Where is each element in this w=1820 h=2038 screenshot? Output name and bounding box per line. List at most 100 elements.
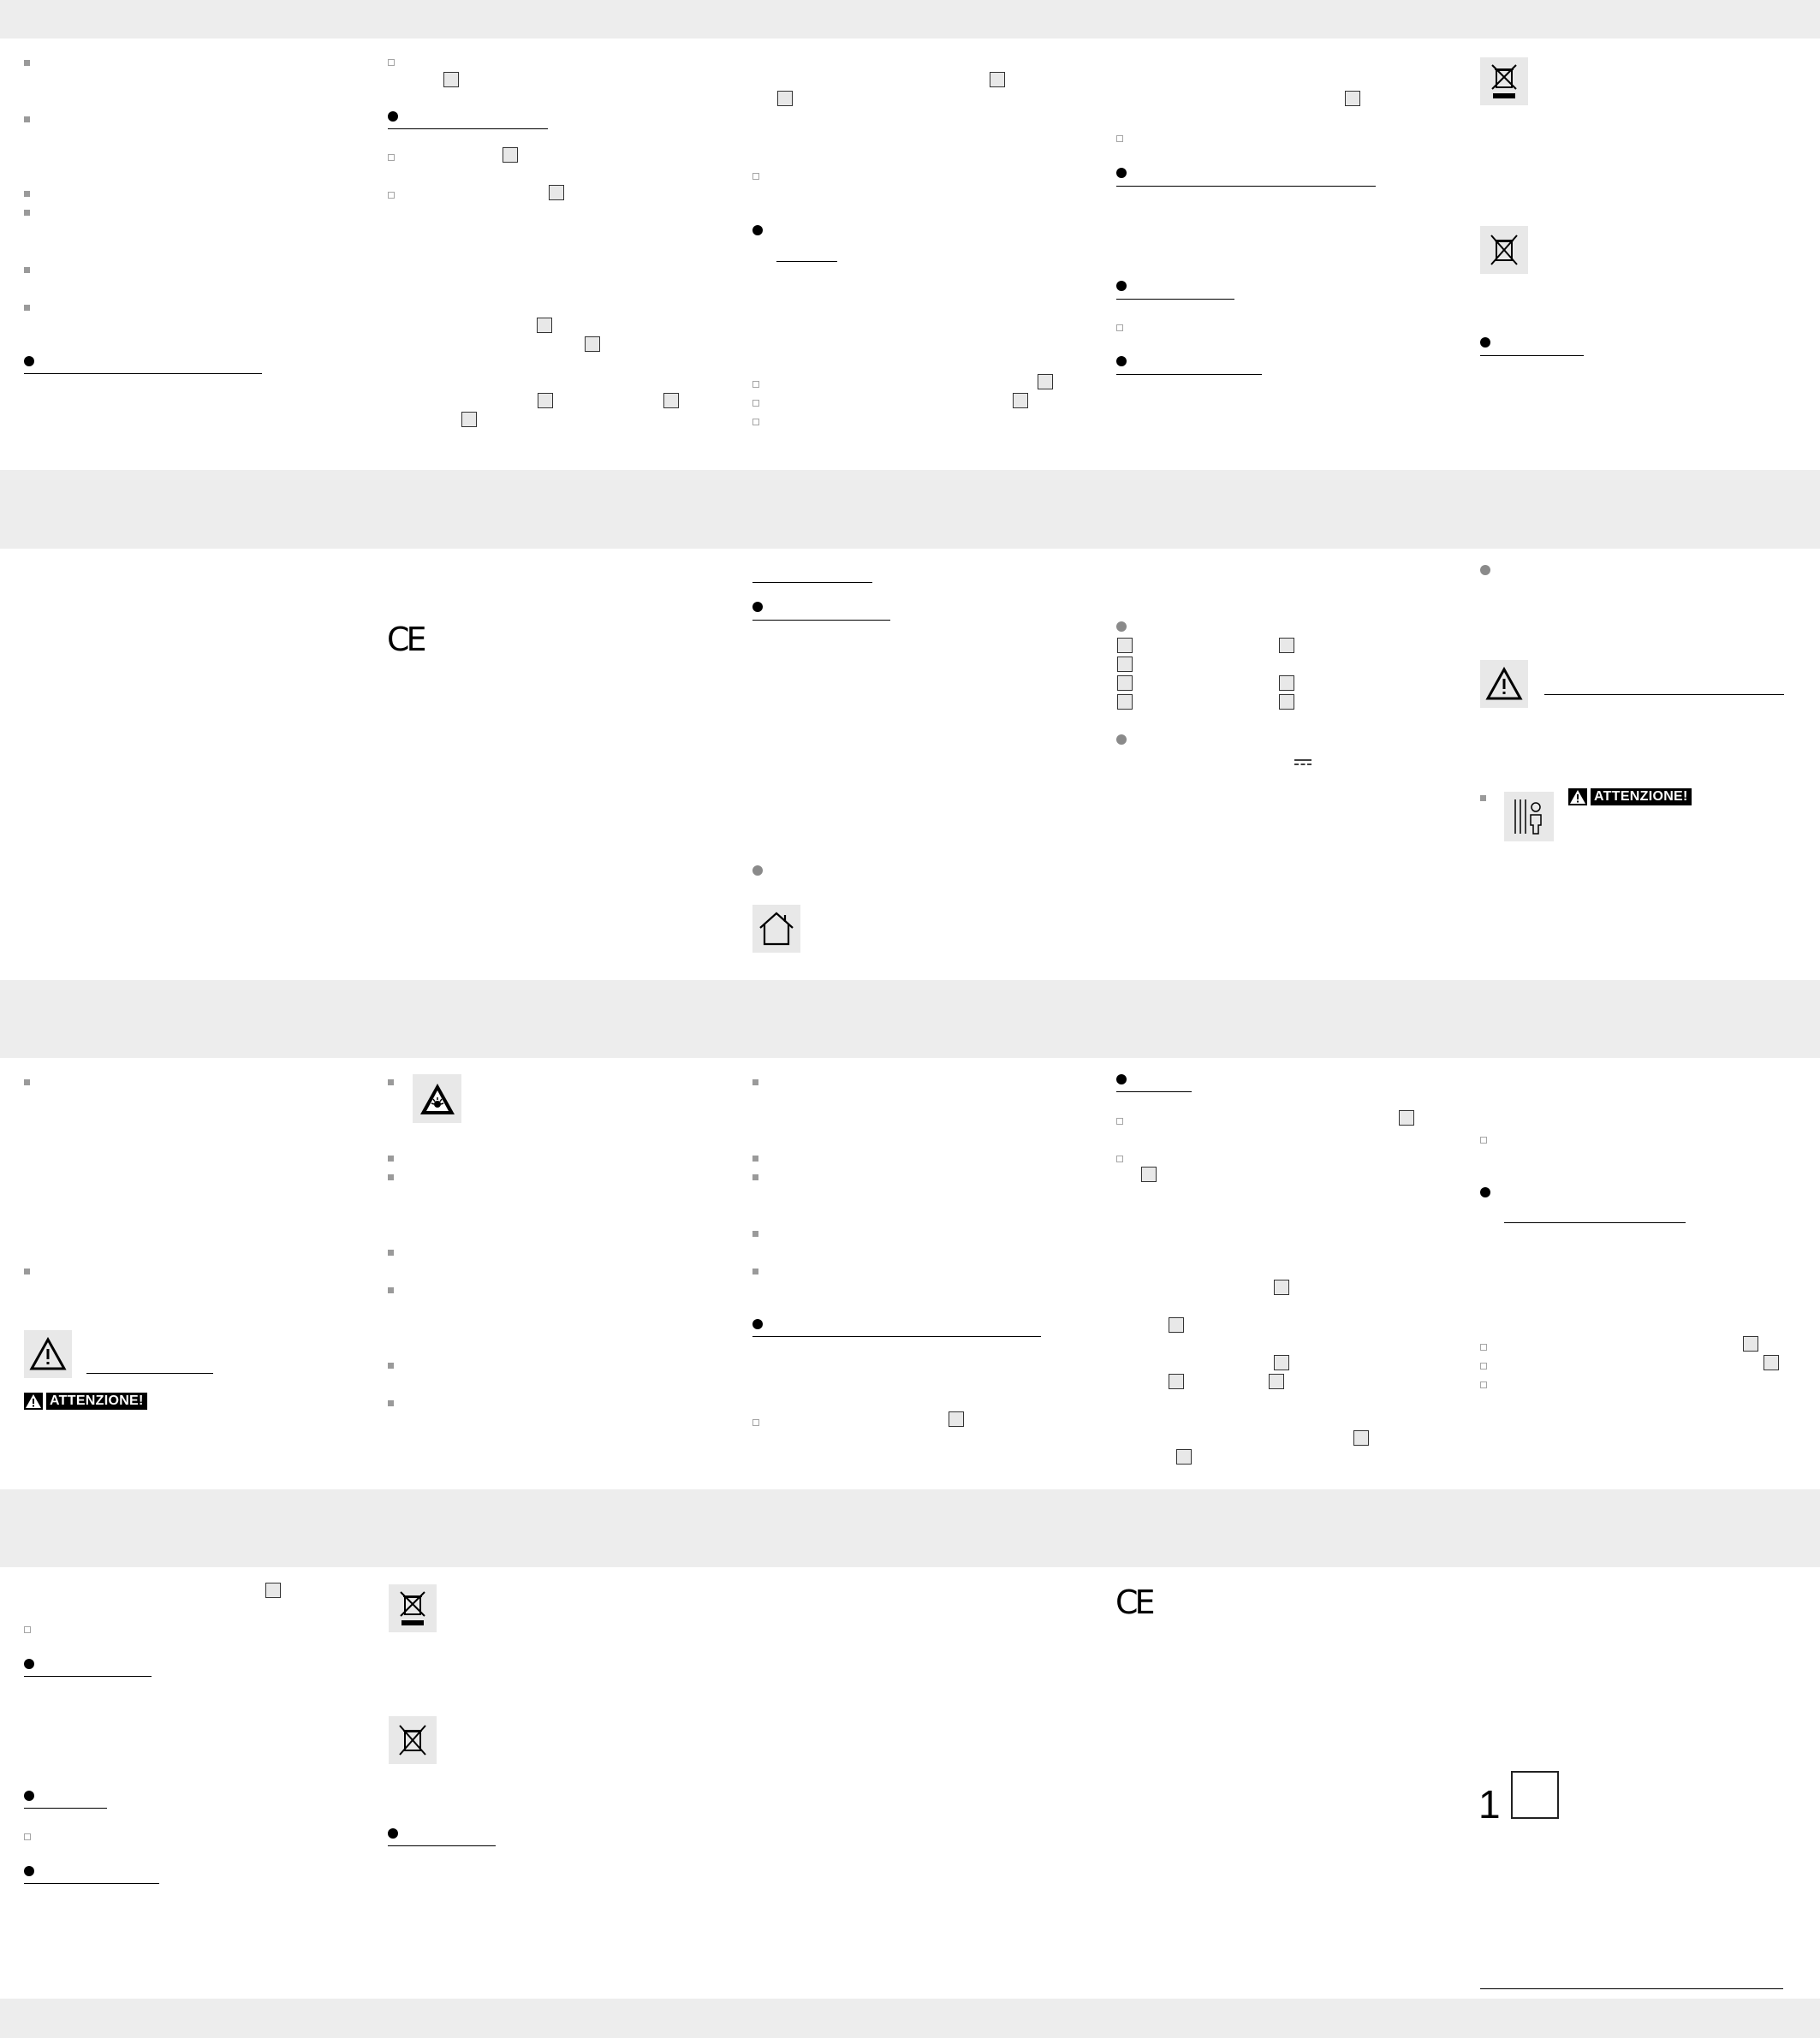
list-bullet	[752, 1174, 758, 1180]
section-heading-rule	[752, 582, 872, 583]
step-bullet	[1116, 1156, 1123, 1162]
figure-ref-box	[549, 185, 564, 200]
weee-bin-bar-icon	[1480, 57, 1528, 105]
section-heading-rule	[86, 1373, 213, 1374]
step-bullet	[24, 1626, 31, 1633]
list-bullet	[752, 1231, 758, 1237]
step-bullet	[1116, 1118, 1123, 1125]
section-bullet	[1116, 1074, 1127, 1084]
list-bullet	[24, 1269, 30, 1274]
figure-ref-box	[1169, 1317, 1184, 1333]
list-bullet	[388, 1250, 394, 1256]
figure-ref-box	[1141, 1167, 1157, 1182]
step-bullet	[388, 59, 395, 66]
child-hazard-icon	[1504, 792, 1554, 841]
figure-ref-box	[1353, 1430, 1369, 1446]
step-bullet	[752, 400, 759, 407]
part-number-box	[1117, 657, 1133, 672]
section-bullet	[1480, 1187, 1490, 1197]
section-heading-rule	[1504, 1222, 1686, 1223]
part-number-box	[1117, 694, 1133, 710]
list-bullet	[388, 1174, 394, 1180]
list-bullet	[752, 1269, 758, 1274]
section-bullet	[752, 225, 763, 235]
figure-ref-box	[1743, 1336, 1758, 1352]
warning-small-icon	[1568, 788, 1587, 805]
section-bullet	[24, 1659, 34, 1669]
figure-ref-box	[663, 393, 679, 408]
figure-ref-box	[1038, 374, 1053, 389]
section-heading-rule	[1116, 186, 1376, 187]
figure-ref-box	[1274, 1355, 1289, 1370]
warning-label: ATTENZIONE!	[46, 1393, 147, 1410]
page-number-box	[1511, 1771, 1559, 1819]
figure-ref-box	[503, 147, 518, 163]
section-heading-rule	[24, 1808, 107, 1809]
warning-small-icon	[24, 1393, 43, 1410]
figure-ref-box	[1013, 393, 1028, 408]
info-bullet	[752, 865, 763, 876]
info-bullet	[1116, 734, 1127, 745]
page-band-1	[0, 39, 1820, 470]
step-bullet	[388, 154, 395, 161]
section-bullet	[752, 602, 763, 612]
section-bullet	[388, 1828, 398, 1839]
list-bullet	[388, 1079, 394, 1085]
section-heading-rule	[24, 1676, 152, 1677]
section-heading-rule	[1544, 694, 1784, 695]
list-bullet	[24, 210, 30, 216]
list-bullet	[24, 1079, 30, 1085]
section-bullet	[24, 1791, 34, 1801]
page-footer-rule	[1480, 1988, 1783, 1989]
page-number: 1	[1478, 1782, 1501, 1827]
section-bullet	[24, 356, 34, 366]
info-bullet	[1116, 621, 1127, 632]
house-icon	[752, 905, 800, 953]
figure-ref-box	[1763, 1355, 1779, 1370]
step-bullet	[1480, 1137, 1487, 1144]
figure-ref-box	[461, 412, 477, 427]
part-number-box	[1279, 638, 1294, 653]
step-bullet	[752, 173, 759, 180]
section-heading-rule	[24, 373, 262, 374]
figure-ref-box	[1274, 1280, 1289, 1295]
page-band-3	[0, 1058, 1820, 1489]
weee-bin-bar-icon	[389, 1584, 437, 1632]
figure-ref-box	[1345, 91, 1360, 106]
step-bullet	[1116, 135, 1123, 142]
section-heading-rule	[1480, 355, 1584, 356]
section-heading-rule	[1116, 299, 1234, 300]
section-heading-rule	[1116, 374, 1262, 375]
figure-ref-box	[1399, 1110, 1414, 1126]
info-bullet	[1480, 565, 1490, 575]
section-heading-rule	[752, 620, 890, 621]
step-bullet	[752, 1419, 759, 1426]
section-bullet	[1480, 337, 1490, 348]
warning-triangle-icon	[24, 1330, 72, 1378]
explosion-warning-icon	[413, 1074, 461, 1123]
section-bullet	[1116, 168, 1127, 178]
section-heading-rule	[752, 1336, 1041, 1337]
figure-ref-box	[265, 1583, 281, 1598]
step-bullet	[752, 419, 759, 425]
step-bullet	[1480, 1363, 1487, 1370]
page-band-2	[0, 549, 1820, 980]
part-number-box	[1279, 675, 1294, 691]
step-bullet	[1480, 1344, 1487, 1351]
weee-bin-icon	[1480, 226, 1528, 274]
list-bullet	[388, 1156, 394, 1162]
figure-ref-box	[1269, 1374, 1284, 1389]
section-heading-rule	[1116, 1091, 1192, 1092]
section-bullet	[752, 1319, 763, 1329]
figure-ref-box	[585, 336, 600, 352]
figure-ref-box	[537, 318, 552, 333]
list-bullet	[1480, 795, 1486, 801]
warning-triangle-icon	[1480, 660, 1528, 708]
step-bullet	[1116, 324, 1123, 331]
list-bullet	[24, 60, 30, 66]
list-bullet	[752, 1156, 758, 1162]
ce-mark: CE	[1115, 1583, 1156, 1621]
section-heading-rule	[388, 1845, 496, 1846]
part-number-box	[1117, 675, 1133, 691]
figure-ref-box	[949, 1411, 964, 1427]
